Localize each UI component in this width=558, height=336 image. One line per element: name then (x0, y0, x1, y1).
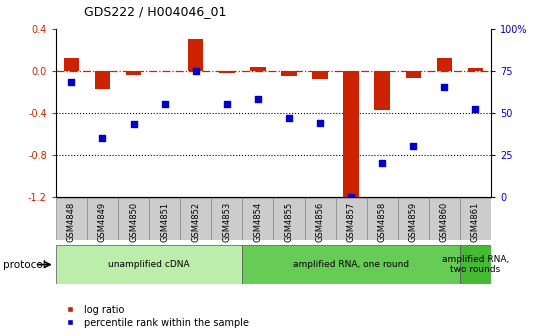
Text: GSM4859: GSM4859 (409, 202, 418, 242)
Bar (95, 71, 110, 89)
Text: GSM4855: GSM4855 (285, 202, 294, 242)
Text: GDS222 / H004046_01: GDS222 / H004046_01 (84, 5, 226, 18)
Point (129, 122, 138, 127)
Bar (56, 245, 242, 284)
Bar (305, 198, 335, 240)
Bar (211, 198, 242, 240)
Legend: log ratio, percentile rank within the sample: log ratio, percentile rank within the sa… (61, 305, 249, 328)
Text: GSM4860: GSM4860 (440, 202, 449, 242)
Point (222, 101, 231, 107)
Text: GSM4852: GSM4852 (191, 202, 200, 242)
Bar (56, 198, 87, 240)
Text: GSM4857: GSM4857 (347, 202, 355, 242)
Text: amplified RNA, one round: amplified RNA, one round (293, 260, 409, 269)
Bar (281, 71, 297, 76)
Bar (250, 68, 266, 71)
Point (471, 107, 480, 112)
Bar (64, 58, 79, 71)
Bar (118, 198, 149, 240)
Point (191, 68, 200, 73)
Bar (219, 71, 234, 73)
Bar (406, 71, 421, 78)
Text: GSM4856: GSM4856 (316, 202, 325, 242)
Bar (335, 198, 367, 240)
Bar (242, 245, 460, 284)
Point (316, 120, 325, 125)
Bar (398, 198, 429, 240)
Point (347, 194, 355, 199)
Point (160, 101, 169, 107)
Bar (429, 198, 460, 240)
Text: GSM4853: GSM4853 (222, 202, 231, 242)
Point (409, 143, 418, 149)
Text: GSM4861: GSM4861 (471, 202, 480, 242)
Bar (374, 71, 390, 111)
Bar (312, 71, 328, 79)
Bar (468, 69, 483, 71)
Bar (273, 198, 305, 240)
Text: GSM4849: GSM4849 (98, 202, 107, 242)
Point (98, 135, 107, 140)
Bar (180, 198, 211, 240)
Bar (436, 58, 452, 71)
Text: GSM4858: GSM4858 (378, 202, 387, 242)
Bar (87, 198, 118, 240)
Bar (126, 71, 141, 75)
Text: GSM4854: GSM4854 (253, 202, 262, 242)
Bar (460, 198, 491, 240)
Text: GSM4851: GSM4851 (160, 202, 169, 242)
Text: amplified RNA,
two rounds: amplified RNA, two rounds (442, 255, 509, 274)
Point (253, 96, 262, 102)
Bar (242, 198, 273, 240)
Bar (460, 245, 491, 284)
Bar (149, 198, 180, 240)
Point (440, 85, 449, 90)
Text: protocol: protocol (3, 260, 46, 269)
Text: GSM4848: GSM4848 (67, 202, 76, 242)
Point (285, 115, 294, 120)
Point (67, 80, 76, 85)
Text: unamplified cDNA: unamplified cDNA (108, 260, 190, 269)
Text: GSM4850: GSM4850 (129, 202, 138, 242)
Point (378, 160, 387, 166)
Bar (367, 198, 398, 240)
Bar (343, 71, 359, 197)
Bar (188, 39, 204, 71)
